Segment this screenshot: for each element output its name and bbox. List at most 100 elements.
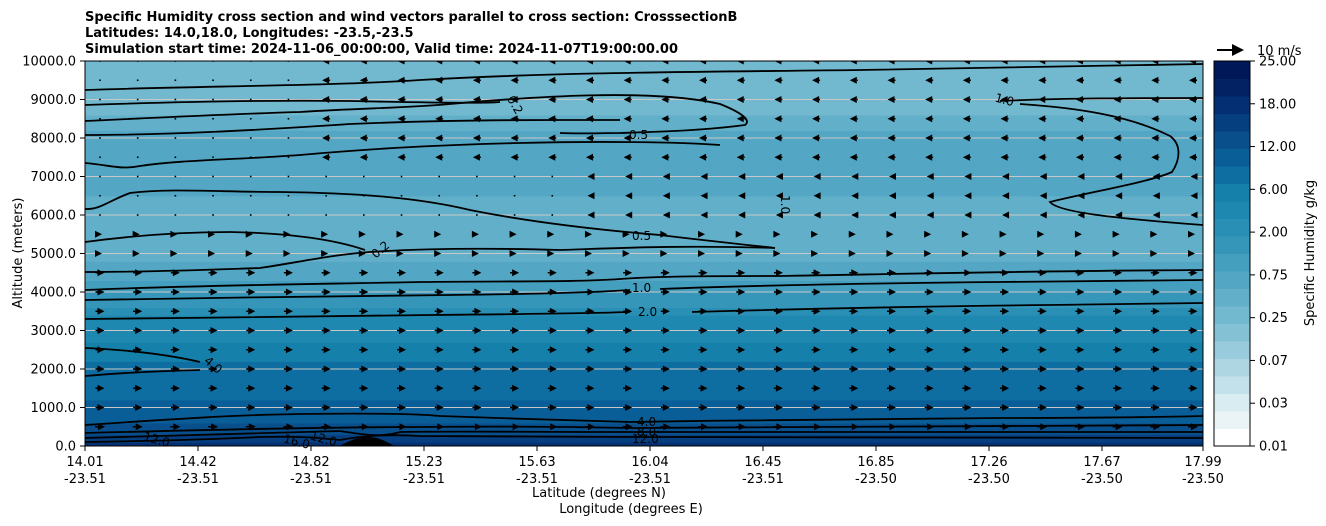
title-line-1: Specific Humidity cross section and wind… <box>85 10 737 25</box>
wind-vector <box>285 327 293 334</box>
wind-vector <box>285 288 293 296</box>
wind-vector <box>587 269 595 277</box>
wind-vector <box>363 194 365 197</box>
wind-vector <box>95 250 102 257</box>
wind-vector <box>587 384 595 392</box>
wind-vector <box>888 288 896 296</box>
y-tick-label: 9000.0 <box>31 93 77 108</box>
wind-vector <box>925 96 933 103</box>
wind-vector <box>1115 211 1123 219</box>
contour-line <box>659 279 1203 290</box>
wind-vector <box>849 76 857 84</box>
wind-vector <box>285 384 293 392</box>
wind-vector <box>585 153 593 161</box>
wind-vector <box>662 288 670 296</box>
contour-line <box>85 245 776 273</box>
wind-vector <box>285 307 293 315</box>
wind-vector <box>549 384 557 392</box>
wind-vector <box>99 175 101 178</box>
contour-line <box>85 434 1203 443</box>
wind-vector <box>1039 192 1047 200</box>
x-tick-label-longitude: -23.50 <box>855 472 897 487</box>
humidity-band <box>85 438 1203 443</box>
wind-vector <box>662 211 670 219</box>
humidity-band <box>85 369 1203 374</box>
wind-vector <box>1038 134 1046 142</box>
wind-vector <box>1190 173 1198 180</box>
wind-vector <box>1190 404 1198 411</box>
humidity-band <box>85 157 1203 162</box>
humidity-band <box>85 376 1203 382</box>
x-tick-label-latitude: 16.04 <box>631 455 668 470</box>
colorbar-label: Specific Humidity g/kg <box>1303 180 1318 326</box>
x-tick-label-latitude: 15.23 <box>405 455 442 470</box>
wind-vector <box>889 423 897 431</box>
contour-label: 0.5 <box>629 128 648 142</box>
humidity-band <box>85 107 1203 112</box>
wind-vector <box>926 327 934 334</box>
contour-label: 2.0 <box>638 305 657 319</box>
wind-vector <box>1112 250 1120 257</box>
wind-vector <box>700 211 708 219</box>
wind-vector <box>662 384 670 392</box>
contour-label: 4.0 <box>637 415 656 429</box>
wind-vector <box>1077 384 1085 392</box>
wind-vector <box>436 365 444 373</box>
wind-vector <box>738 346 746 354</box>
wind-vector <box>436 307 444 315</box>
wind-vector <box>135 327 143 334</box>
wind-vector <box>1115 269 1123 277</box>
humidity-band <box>85 95 1203 101</box>
contour-line <box>85 63 1203 91</box>
wind-vector <box>700 307 708 315</box>
wind-vector <box>813 384 821 392</box>
wind-vector <box>1002 288 1010 296</box>
wind-vector <box>813 307 821 315</box>
wind-vector <box>812 153 820 161</box>
wind-vector <box>547 230 555 238</box>
wind-vector <box>625 423 633 431</box>
x-tick-label-latitude: 16.45 <box>744 455 781 470</box>
wind-vector <box>471 250 479 257</box>
x-tick-label-longitude: -23.50 <box>1081 472 1123 487</box>
wind-vector <box>548 96 556 103</box>
wind-vector <box>924 230 932 238</box>
x-tick-label-longitude: -23.50 <box>968 472 1010 487</box>
wind-vector <box>662 346 670 354</box>
wind-vector <box>662 173 670 180</box>
colorbar-band <box>1214 306 1250 324</box>
humidity-band <box>85 292 1203 297</box>
wind-vector <box>472 96 480 103</box>
wind-vector <box>1115 327 1123 334</box>
wind-vector <box>851 173 859 180</box>
wind-vector <box>549 404 557 411</box>
colorbar-tick-label: 25.00 <box>1259 55 1296 70</box>
humidity-band <box>85 280 1203 285</box>
wind-vector <box>1077 211 1085 219</box>
wind-vector <box>396 250 404 257</box>
wind-vector <box>851 384 859 392</box>
wind-vector <box>359 134 367 142</box>
contour-line <box>85 412 1203 426</box>
colorbar-tick-label: 2.00 <box>1259 226 1288 241</box>
wind-vector <box>438 194 441 197</box>
wind-vector <box>925 115 933 123</box>
wind-vector <box>813 192 821 200</box>
wind-vector <box>1000 76 1008 84</box>
x-axis-label-latitude: Latitude (degrees N) <box>532 486 666 501</box>
wind-vector <box>587 346 595 354</box>
humidity-band <box>85 303 1203 308</box>
wind-vector <box>700 327 708 334</box>
wind-vector <box>1002 327 1010 334</box>
contour-label: 1.0 <box>632 281 651 295</box>
wind-vector <box>1077 307 1085 315</box>
wind-vector <box>472 134 480 142</box>
wind-vector <box>1077 365 1085 373</box>
wind-vector <box>396 230 404 238</box>
wind-vector <box>736 76 744 84</box>
wind-vector <box>97 365 105 373</box>
humidity-band <box>85 188 1203 193</box>
wind-vector <box>245 230 253 238</box>
wind-vector <box>625 288 633 296</box>
humidity-band <box>85 141 1203 147</box>
